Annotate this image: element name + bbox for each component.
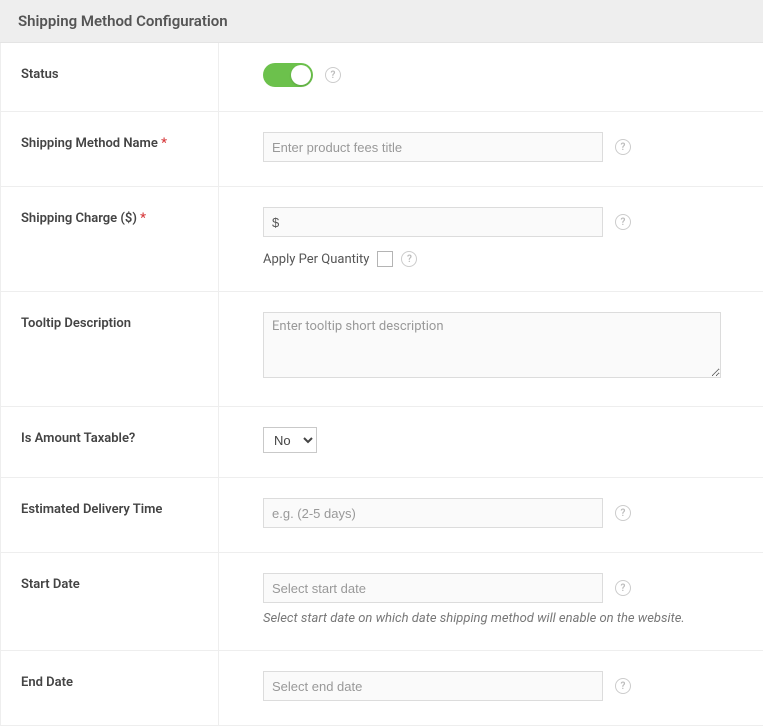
start-date-input[interactable] <box>263 573 603 603</box>
label-shipping-charge: Shipping Charge ($) <box>21 211 137 226</box>
row-status: Status ? <box>1 43 763 112</box>
shipping-charge-input[interactable] <box>263 207 603 237</box>
panel-header: Shipping Method Configuration <box>0 0 763 43</box>
row-shipping-charge: Shipping Charge ($) * ? Apply Per Quanti… <box>1 187 763 292</box>
help-icon[interactable]: ? <box>615 580 631 596</box>
row-end-date: End Date ? <box>1 651 763 726</box>
start-date-hint: Select start date on which date shipping… <box>263 611 741 626</box>
apply-per-qty-checkbox[interactable] <box>377 251 393 267</box>
status-toggle[interactable] <box>263 63 313 87</box>
tooltip-description-textarea[interactable] <box>263 312 721 378</box>
config-form-table: Status ? Shipping Method Name * ? Shippi… <box>0 43 763 726</box>
label-method-name: Shipping Method Name <box>21 136 158 151</box>
taxable-select[interactable]: No Yes <box>263 427 317 453</box>
apply-per-qty-label: Apply Per Quantity <box>263 252 369 267</box>
panel-title: Shipping Method Configuration <box>18 12 745 30</box>
label-end-date: End Date <box>1 651 219 726</box>
label-tooltip-description: Tooltip Description <box>1 292 219 407</box>
est-delivery-input[interactable] <box>263 498 603 528</box>
help-icon[interactable]: ? <box>325 67 341 83</box>
label-taxable: Is Amount Taxable? <box>1 407 219 478</box>
label-start-date: Start Date <box>1 553 219 651</box>
end-date-input[interactable] <box>263 671 603 701</box>
toggle-knob <box>291 65 311 85</box>
help-icon[interactable]: ? <box>615 678 631 694</box>
required-marker: * <box>161 136 167 151</box>
row-tooltip-description: Tooltip Description <box>1 292 763 407</box>
label-status: Status <box>1 43 219 112</box>
help-icon[interactable]: ? <box>401 251 417 267</box>
label-est-delivery: Estimated Delivery Time <box>1 478 219 553</box>
help-icon[interactable]: ? <box>615 139 631 155</box>
row-method-name: Shipping Method Name * ? <box>1 112 763 187</box>
help-icon[interactable]: ? <box>615 505 631 521</box>
row-start-date: Start Date ? Select start date on which … <box>1 553 763 651</box>
help-icon[interactable]: ? <box>615 214 631 230</box>
row-taxable: Is Amount Taxable? No Yes <box>1 407 763 478</box>
method-name-input[interactable] <box>263 132 603 162</box>
required-marker: * <box>140 211 146 226</box>
row-est-delivery: Estimated Delivery Time ? <box>1 478 763 553</box>
